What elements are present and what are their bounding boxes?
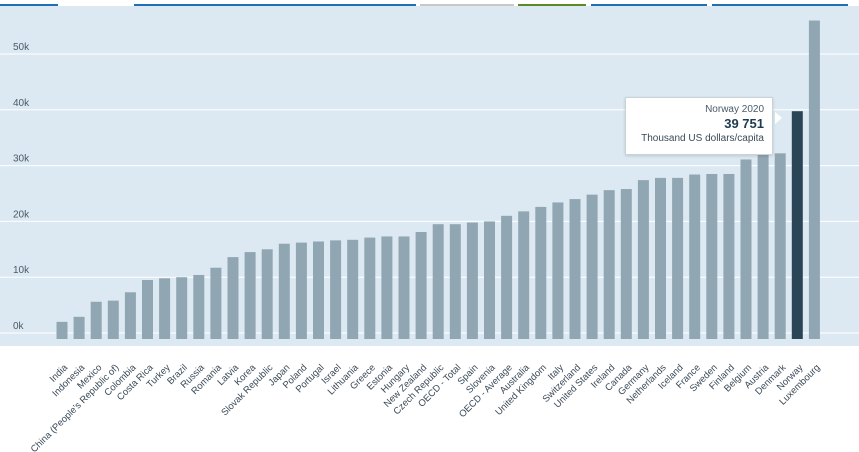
bar[interactable] <box>501 215 513 339</box>
bar[interactable] <box>261 249 273 339</box>
bar[interactable] <box>791 111 803 339</box>
bar[interactable] <box>535 206 547 339</box>
bar[interactable] <box>415 232 427 339</box>
bar[interactable] <box>689 174 701 339</box>
tab-underline-left <box>0 4 58 6</box>
tooltip-unit: Thousand US dollars/capita <box>641 133 764 144</box>
bar[interactable] <box>808 20 820 340</box>
tooltip-value: 39 751 <box>724 116 764 131</box>
toolbar-button-gray[interactable] <box>420 4 514 6</box>
bar[interactable] <box>432 224 444 339</box>
bar[interactable] <box>142 279 153 339</box>
bar[interactable] <box>706 173 718 339</box>
y-tick-label: 0k <box>13 321 25 332</box>
toolbar-button-blue-1[interactable] <box>591 4 707 6</box>
bar[interactable] <box>364 237 376 339</box>
bar[interactable] <box>73 316 85 339</box>
bar[interactable] <box>774 153 786 339</box>
y-tick-label: 10k <box>13 265 30 276</box>
bar[interactable] <box>90 301 102 339</box>
y-axis-ticks: 0k 10k 20k 30k 40k 50k <box>13 42 30 332</box>
bar[interactable] <box>552 202 564 339</box>
bar[interactable] <box>210 267 222 339</box>
bar[interactable] <box>603 190 615 339</box>
bar[interactable] <box>347 239 359 339</box>
bar[interactable] <box>723 173 735 339</box>
tooltip-title: Norway 2020 <box>705 104 764 115</box>
bar[interactable] <box>449 224 461 339</box>
bar[interactable] <box>672 177 684 339</box>
toolbar-button-blue-2[interactable] <box>712 4 848 6</box>
bar[interactable] <box>313 241 324 339</box>
bar[interactable] <box>398 236 410 339</box>
bar[interactable] <box>484 221 495 339</box>
bar[interactable] <box>655 177 666 339</box>
bar[interactable] <box>227 257 239 339</box>
tooltip: Norway 2020 39 751 Thousand US dollars/c… <box>625 97 773 155</box>
bar[interactable] <box>569 199 581 339</box>
y-tick-label: 50k <box>13 42 30 53</box>
y-tick-label: 20k <box>13 209 30 220</box>
bar[interactable] <box>56 321 68 339</box>
tab-underline-mid <box>134 4 416 6</box>
bar[interactable] <box>124 292 136 339</box>
y-tick-label: 40k <box>13 98 30 109</box>
bar[interactable] <box>159 278 171 339</box>
y-tick-label: 30k <box>13 154 30 165</box>
bar[interactable] <box>330 240 342 339</box>
bar[interactable] <box>637 180 649 339</box>
bar[interactable] <box>757 154 769 339</box>
bars <box>56 20 820 340</box>
bar[interactable] <box>278 243 290 339</box>
bar[interactable] <box>381 236 393 339</box>
tooltip-pointer <box>775 112 782 124</box>
bar[interactable] <box>244 252 256 339</box>
bar[interactable] <box>193 274 205 339</box>
bar[interactable] <box>586 194 598 339</box>
bar[interactable] <box>518 211 530 339</box>
bar[interactable] <box>466 222 478 339</box>
bar[interactable] <box>295 242 307 339</box>
top-toolbar-strip <box>0 0 859 8</box>
bar[interactable] <box>620 189 632 339</box>
toolbar-button-green[interactable] <box>518 4 586 6</box>
bar[interactable] <box>176 277 188 339</box>
bar[interactable] <box>740 159 752 339</box>
bar[interactable] <box>107 300 119 339</box>
